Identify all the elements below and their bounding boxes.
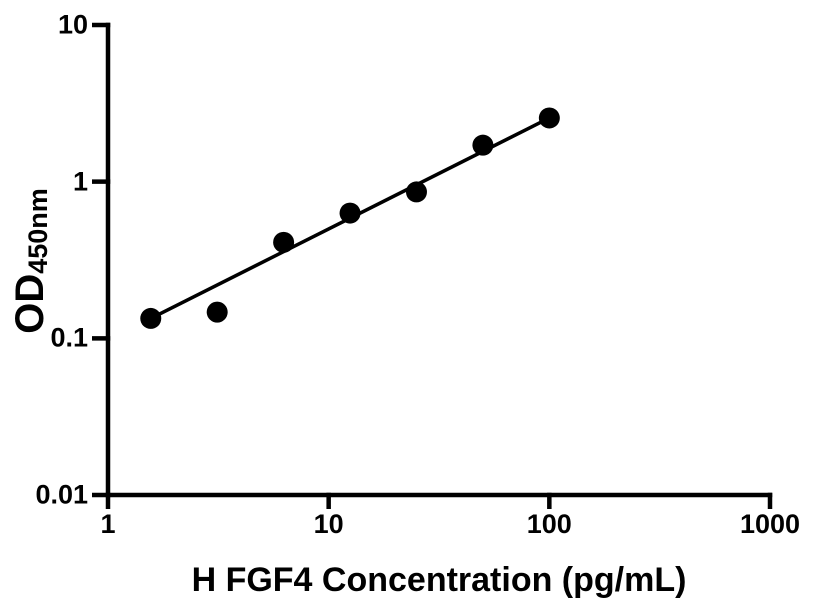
y-tick-label-10: 10 <box>57 9 88 40</box>
x-tick-label-1000: 1000 <box>739 509 801 539</box>
data-point <box>273 231 295 253</box>
x-tick-label-100: 100 <box>526 509 572 539</box>
axes-layer <box>92 22 773 509</box>
y-axis-title-main: OD <box>8 273 52 334</box>
y-tick-label-1: 1 <box>72 166 88 197</box>
y-axis-title: OD450nm <box>8 188 53 334</box>
y-tick-label-0.1: 0.1 <box>50 322 88 353</box>
y-tick-label-0.01: 0.01 <box>35 479 88 510</box>
data-point <box>538 107 560 129</box>
data-point <box>140 307 162 329</box>
x-tick-label-1: 1 <box>100 509 116 539</box>
data-point <box>405 181 427 203</box>
data-point <box>206 301 228 323</box>
x-tick-label-10: 10 <box>313 509 344 539</box>
data-point <box>472 134 494 156</box>
x-axis-title: H FGF4 Concentration (pg/mL) <box>191 561 687 599</box>
series-layer <box>140 107 560 329</box>
y-axis-title-subscript: 450nm <box>23 188 53 274</box>
data-point <box>339 202 361 224</box>
